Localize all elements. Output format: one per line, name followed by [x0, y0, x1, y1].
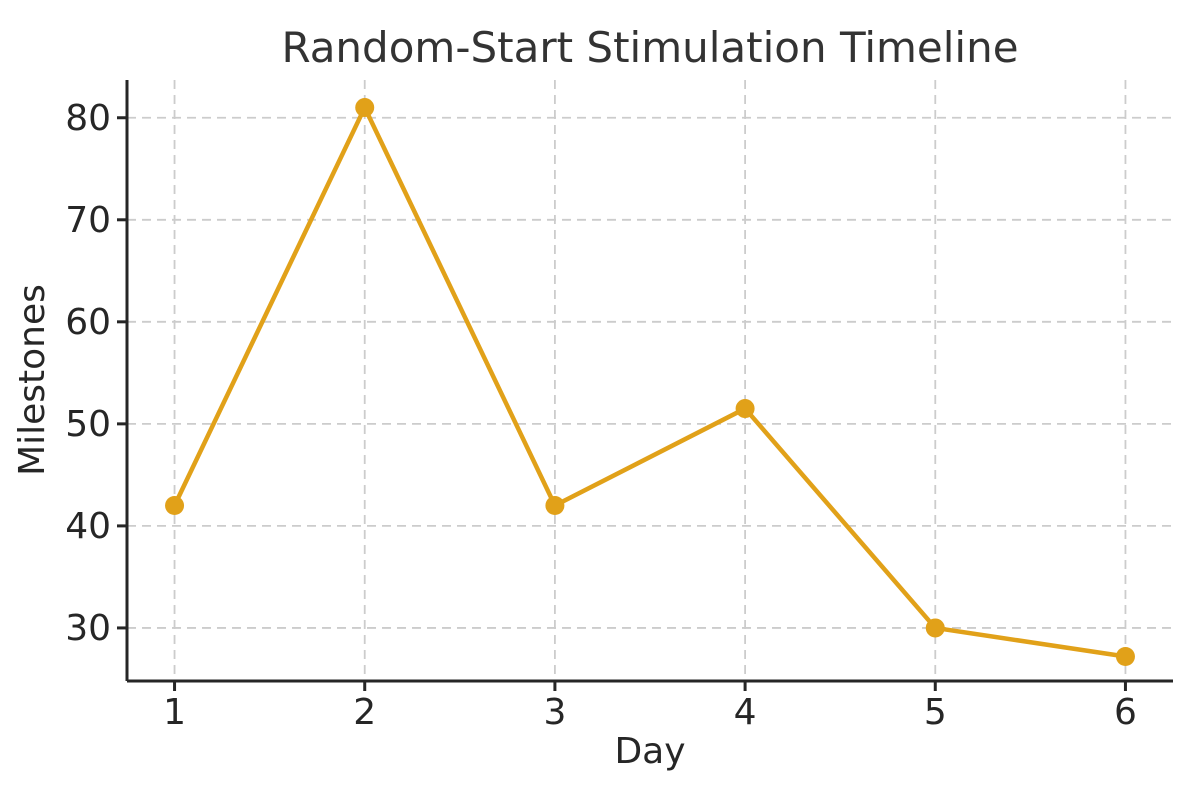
data-point-day-2 [355, 98, 375, 118]
x-tick-label: 5 [924, 692, 947, 733]
y-tick-label: 40 [65, 506, 111, 547]
data-point-day-5 [925, 618, 945, 638]
data-line [172, 105, 1128, 659]
data-point-day-1 [165, 495, 185, 515]
y-tick-label: 70 [65, 200, 111, 241]
gridlines [127, 80, 1173, 681]
data-point-day-4 [735, 399, 755, 419]
axes: 30 40 50 60 70 80 1 2 3 4 5 6 [65, 80, 1173, 733]
data-point-day-3 [545, 495, 565, 515]
x-tick-label: 4 [734, 692, 757, 733]
x-tick-label: 6 [1114, 692, 1137, 733]
y-tick-label: 30 [65, 608, 111, 649]
x-tick-label: 3 [543, 692, 566, 733]
x-tick-label: 1 [163, 692, 186, 733]
x-axis-label: Day [614, 731, 685, 772]
data-series [165, 98, 1135, 667]
chart-title: Random-Start Stimulation Timeline [281, 23, 1018, 72]
y-tick-label: 80 [65, 98, 111, 139]
labels: Random-Start Stimulation Timeline Day Mi… [12, 23, 1019, 772]
y-tick-label: 50 [65, 404, 111, 445]
x-tick-label: 2 [353, 692, 376, 733]
y-axis-label: Milestones [12, 284, 53, 476]
data-point-day-6 [1115, 647, 1135, 667]
y-tick-label: 60 [65, 302, 111, 343]
